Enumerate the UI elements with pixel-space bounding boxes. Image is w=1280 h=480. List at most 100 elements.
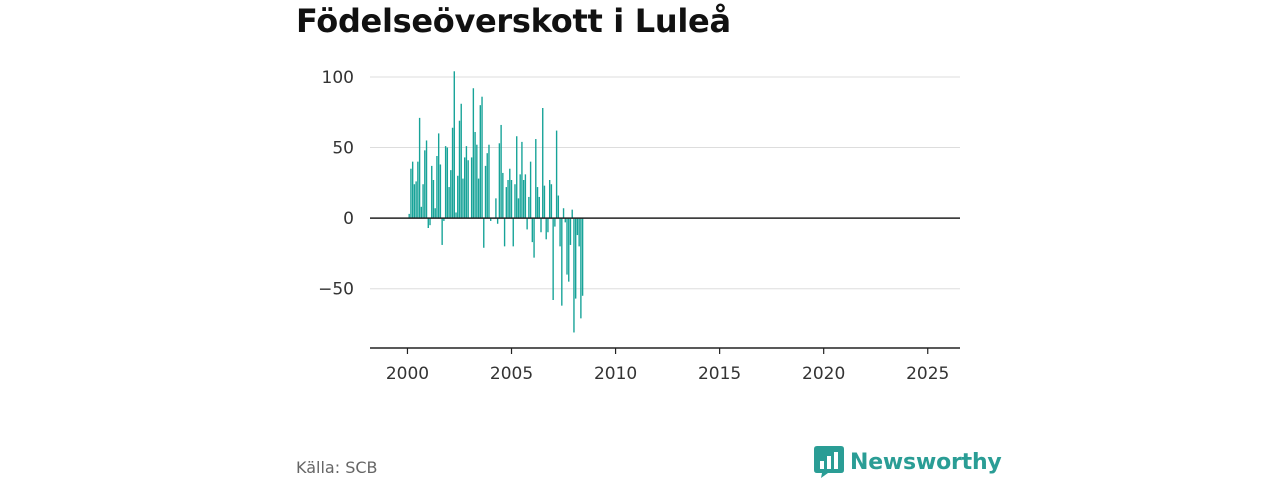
bar [427, 218, 429, 228]
y-tick-label: 50 [332, 139, 354, 159]
bar [453, 71, 455, 219]
bar [533, 218, 535, 258]
bar [411, 161, 414, 219]
bar [545, 218, 547, 240]
bar [531, 218, 534, 243]
x-tick-label: 2010 [594, 364, 637, 384]
bar [451, 127, 454, 219]
bar [536, 187, 539, 219]
bar [581, 218, 584, 296]
bar [524, 174, 527, 219]
bar [542, 108, 544, 219]
bar [462, 178, 464, 219]
bar [516, 136, 518, 219]
bar [574, 218, 577, 299]
bar [476, 144, 478, 219]
bar [436, 156, 438, 219]
bar [559, 218, 561, 247]
bar [561, 218, 563, 306]
bar [457, 175, 459, 219]
bar [543, 185, 546, 219]
bar [410, 168, 412, 219]
bar [418, 117, 421, 219]
bar [446, 147, 449, 219]
bar [564, 218, 566, 223]
bar [431, 165, 433, 219]
bar [500, 124, 502, 219]
x-tick-label: 2000 [386, 364, 429, 384]
bar [547, 218, 549, 233]
x-tick-labels: 2000 2005 2010 2015 2020 2025 [386, 364, 950, 384]
bar [578, 218, 580, 247]
bar [486, 153, 488, 219]
source-label: Källa: SCB [296, 458, 378, 477]
brand-name: Newsworthy [850, 449, 1002, 475]
bar [417, 161, 419, 219]
bar [555, 130, 558, 219]
axes [370, 347, 960, 354]
bar [503, 218, 506, 247]
bar [540, 218, 542, 233]
bar [519, 174, 521, 219]
bar-chart: 100 50 0 −50 2000 2005 2010 2015 2020 2025 [318, 68, 960, 384]
x-tick-label: 2005 [490, 364, 533, 384]
y-tick-label: 100 [322, 68, 354, 88]
bar [465, 146, 468, 219]
x-tick-label: 2025 [906, 364, 949, 384]
bar [496, 218, 499, 224]
bar [550, 184, 553, 219]
bar [470, 157, 473, 219]
grid-lines [370, 76, 960, 290]
bar [512, 218, 514, 247]
bar [443, 218, 445, 221]
bar [569, 218, 572, 245]
bar [479, 105, 481, 219]
bar [557, 195, 560, 219]
bar [535, 139, 537, 219]
bar [529, 161, 532, 219]
bar [472, 88, 475, 219]
bar [450, 170, 452, 219]
bar [448, 187, 450, 219]
bar [509, 168, 511, 219]
bar [498, 143, 501, 219]
bar [432, 180, 435, 219]
bar [484, 165, 487, 219]
bar [552, 218, 554, 300]
bar [420, 206, 423, 219]
bar [441, 218, 443, 245]
bar [458, 120, 461, 219]
newsworthy-logo-icon [814, 446, 844, 478]
bar [425, 140, 428, 219]
bar [521, 141, 523, 219]
bar [528, 196, 530, 219]
bar [548, 180, 551, 219]
bar [434, 208, 436, 219]
bar [467, 160, 469, 219]
chart-title: Födelseöverskott i Luleå [296, 2, 731, 40]
bar [566, 218, 568, 275]
bar [576, 218, 579, 236]
bar [568, 218, 570, 282]
bar [444, 146, 447, 219]
bar [510, 180, 513, 219]
bar [488, 144, 490, 219]
bar [580, 218, 582, 319]
bar [464, 157, 466, 219]
bar [439, 164, 442, 219]
bar [481, 96, 483, 219]
bar [514, 184, 516, 219]
bar [483, 218, 485, 248]
bar [490, 218, 492, 221]
x-tick-label: 2020 [802, 364, 845, 384]
bar [573, 218, 575, 333]
bar [422, 184, 424, 219]
bar [538, 196, 540, 219]
bar [437, 133, 440, 219]
y-tick-label: −50 [318, 280, 354, 300]
bar [526, 218, 528, 230]
bar [507, 180, 509, 219]
bar [455, 212, 457, 219]
x-tick-label: 2015 [698, 364, 741, 384]
bar [460, 103, 462, 219]
